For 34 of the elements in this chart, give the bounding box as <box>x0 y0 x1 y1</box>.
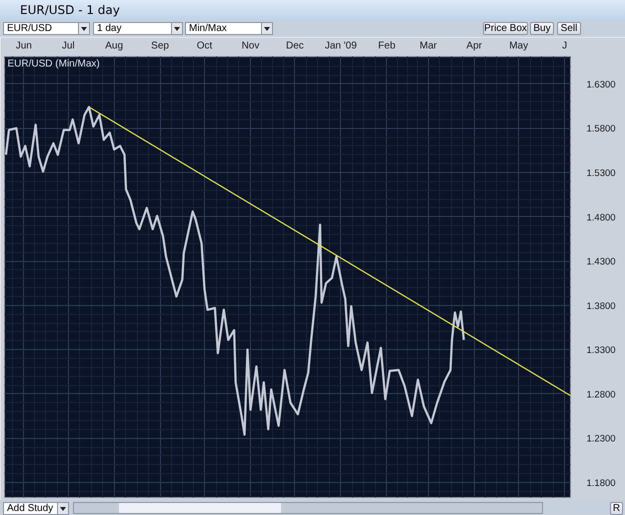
x-tick-label: Mar <box>420 40 438 52</box>
y-tick-label: 1.4800 <box>586 212 616 224</box>
line-series <box>4 106 465 436</box>
y-tick-label: 1.4300 <box>586 256 616 268</box>
x-tick-label: Oct <box>196 40 213 52</box>
x-tick-label: Feb <box>378 40 396 52</box>
x-tick-label: Sep <box>151 40 170 52</box>
x-tick-label: J <box>562 40 568 52</box>
x-tick-label: Jul <box>62 40 75 52</box>
x-tick-label: Jun <box>16 40 32 52</box>
x-tick-label: May <box>509 40 528 52</box>
x-tick-label: Aug <box>105 40 124 52</box>
y-tick-label: 1.3300 <box>586 345 616 356</box>
text: 1 day <box>97 23 122 34</box>
text: Add Study <box>7 503 54 514</box>
x-tick-label: Dec <box>286 40 304 52</box>
y-tick-label: 1.5800 <box>586 124 616 135</box>
y-tick-label: 1.3800 <box>586 300 616 312</box>
y-tick-label: 1.2300 <box>586 434 616 445</box>
x-tick-label: Nov <box>242 40 260 52</box>
y-tick-label: 1.6300 <box>586 79 616 90</box>
y-tick-label: 1.5300 <box>586 168 616 180</box>
text: Sell <box>557 23 581 34</box>
y-tick-label: 1.2800 <box>586 389 616 400</box>
text: Min/Max <box>189 23 227 34</box>
chart-title: EUR/USD - 1 day <box>20 3 120 17</box>
chart-subtitle: EUR/USD (Min/Max) <box>8 58 100 70</box>
y-tick-label: 1.1800 <box>586 478 616 489</box>
text: EUR/USD <box>7 23 52 34</box>
x-tick-label: Apr <box>466 40 483 52</box>
text: Buy <box>530 23 554 34</box>
text: Price Box <box>483 23 528 34</box>
x-tick-label: Jan '09 <box>324 40 358 52</box>
text: R <box>610 503 623 514</box>
